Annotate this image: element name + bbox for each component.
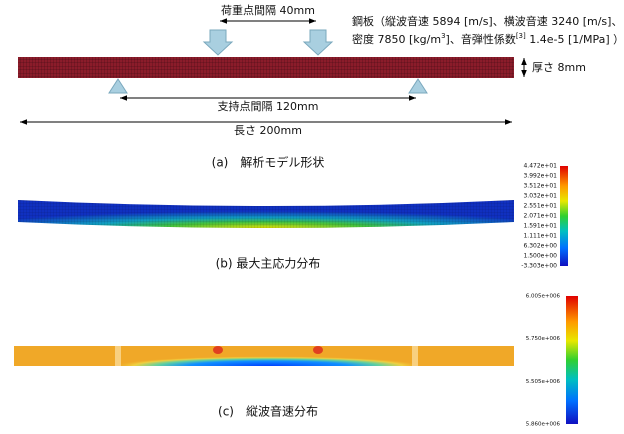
beam-mesh <box>18 57 514 78</box>
label: 長さ 200mm <box>234 124 302 137</box>
colorbar-label: 6.302e+00 <box>523 243 557 250</box>
colorbar-label: 5.505e+006 <box>526 379 561 385</box>
speed-map <box>115 346 121 366</box>
speed-map <box>110 346 426 366</box>
colorbar-label: 3.512e+01 <box>523 183 557 190</box>
colorbar-label: 1.500e+00 <box>523 253 557 260</box>
colorbar-label: 2.551e+01 <box>523 203 557 210</box>
colorbar-label: 1.111e+01 <box>523 233 557 240</box>
text: ]、音弾性係数 <box>446 32 516 46</box>
text: 密度 7850 [kg/m <box>352 32 441 46</box>
mesh-overlay <box>18 200 514 228</box>
label: 密度 7850 [kg/m3]、音弾性係数[3] 1.4e-5 [1/MPa] … <box>352 32 624 46</box>
support <box>408 78 428 94</box>
colorbar-label: 3.992e+01 <box>523 173 557 180</box>
text: 1.4e-5 [1/MPa] ） <box>526 33 624 46</box>
speed-map <box>313 346 323 354</box>
colorbar <box>560 166 568 266</box>
colorbar-label: 1.591e+01 <box>523 223 557 230</box>
colorbar-label: 5.860e+006 <box>526 422 561 428</box>
colorbar-label: 5.750e+006 <box>526 336 561 342</box>
colorbar-label: -3.303e+00 <box>521 263 557 270</box>
caption: (c) 縦波音速分布 <box>218 404 318 419</box>
colorbar-label: 3.032e+01 <box>523 193 557 200</box>
speed-map <box>213 346 223 354</box>
label: 厚さ 8mm <box>532 61 586 74</box>
label: 鋼板（縦波音速 5894 [m/s]、横波音速 3240 [m/s]、 <box>352 14 622 28</box>
colorbar-label: 6.005e+006 <box>526 294 561 300</box>
speed-map <box>412 346 418 366</box>
load-arrow <box>202 29 234 56</box>
colorbar <box>566 296 578 424</box>
colorbar-label: 2.071e+01 <box>523 213 557 220</box>
superscript: 3 <box>441 32 445 40</box>
caption: (b) 最大主応力分布 <box>216 257 321 271</box>
colorbar-label: 4.472e+01 <box>523 163 557 170</box>
superscript: [3] <box>516 32 526 40</box>
label: 荷重点間隔 40mm <box>221 3 315 17</box>
support <box>108 78 128 94</box>
load-arrow <box>302 29 334 56</box>
label: 支持点間隔 120mm <box>218 99 319 113</box>
caption: (a) 解析モデル形状 <box>212 155 325 170</box>
